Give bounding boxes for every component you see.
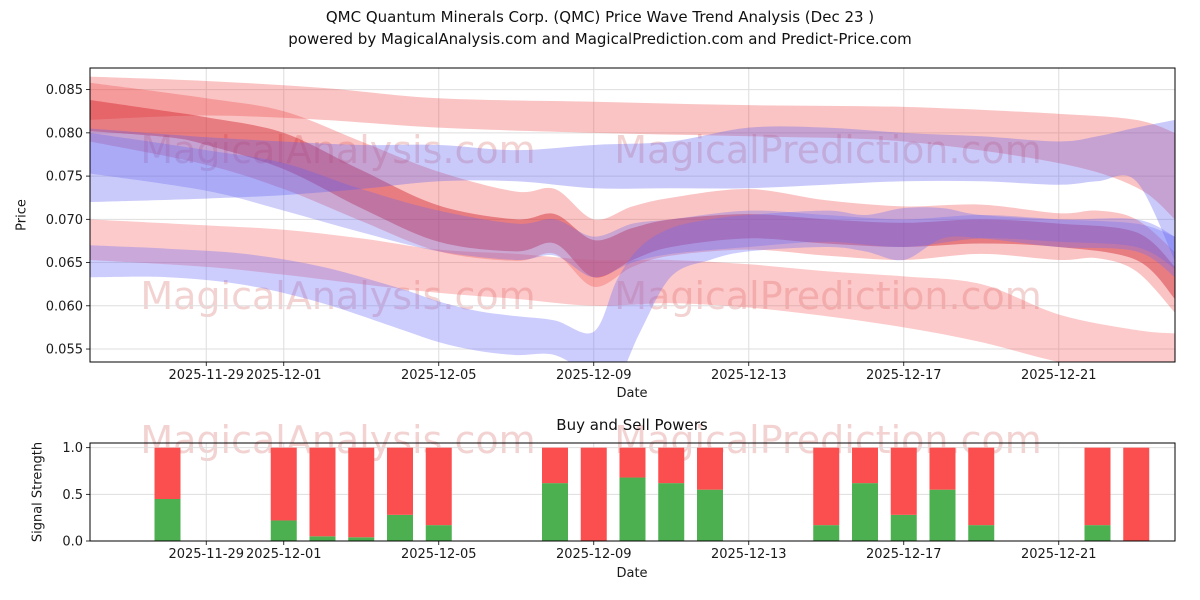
sell-power-bar: [1123, 447, 1150, 541]
y-tick-label: 0.060: [46, 299, 83, 314]
sell-power-bar: [658, 447, 685, 484]
buy-power-bar: [852, 483, 878, 541]
buy-power-bar: [658, 483, 685, 541]
buy-power-bar: [813, 525, 840, 541]
red-trend-band-core: [90, 99, 1175, 299]
red-trend-band-main: [90, 82, 1175, 313]
signal-plot-frame: [89, 442, 1176, 542]
x-tick-label: 2025-12-09: [556, 368, 632, 383]
y-tick-label: 0.070: [46, 213, 83, 228]
sell-power-bar: [968, 447, 995, 526]
chart-subtitle: powered by MagicalAnalysis.com and Magic…: [288, 30, 912, 48]
x-tick-label: 2025-12-21: [1021, 547, 1097, 562]
red-trend-band-lower: [90, 219, 1175, 362]
y-tick-label: 0.080: [46, 126, 83, 141]
y-tick-label: 0.075: [46, 170, 83, 185]
x-tick-label: 2025-12-17: [866, 368, 942, 383]
sell-power-bar: [697, 447, 723, 490]
blue-trend-band-upper: [90, 119, 1175, 261]
buy-power-bar: [619, 477, 646, 541]
buy-power-bar: [697, 489, 723, 541]
price-plot-frame: [89, 67, 1176, 363]
sell-power-bar: [890, 447, 917, 515]
y-tick-label: 0.085: [46, 83, 83, 98]
y-tick-label: 0.065: [46, 256, 83, 271]
sell-power-bar: [425, 447, 452, 526]
sell-power-bar: [348, 447, 375, 538]
x-tick-label: 2025-12-09: [556, 547, 632, 562]
sell-power-bar: [580, 447, 607, 541]
date-axis-label-top: Date: [616, 386, 648, 401]
buy-power-bar: [968, 525, 995, 541]
buy-power-bar: [425, 525, 452, 541]
watermark-text: MagicalAnalysis.com: [140, 418, 535, 462]
sell-power-bar: [270, 447, 297, 521]
x-tick-label: 2025-12-21: [1021, 368, 1097, 383]
sell-power-bar: [852, 447, 878, 484]
x-tick-label: 2025-12-05: [401, 547, 477, 562]
sell-power-bar: [813, 447, 840, 526]
x-tick-label: 2025-12-05: [401, 368, 477, 383]
sell-power-bar: [1084, 447, 1111, 526]
x-tick-label: 2025-12-13: [711, 368, 787, 383]
buy-power-bar: [1084, 525, 1111, 541]
watermark-text: MagicalPrediction.com: [614, 128, 1042, 172]
date-axis-label-bottom: Date: [616, 566, 648, 581]
y-tick-label: 1.0: [62, 441, 83, 456]
chart-title: QMC Quantum Minerals Corp. (QMC) Price W…: [325, 8, 875, 26]
sell-power-bar: [387, 447, 413, 515]
sell-power-bar: [929, 447, 956, 490]
blue-trend-band-mid: [90, 132, 1175, 278]
x-tick-label: 2025-11-29: [168, 368, 244, 383]
x-tick-label: 2025-12-17: [866, 547, 942, 562]
sell-power-bar: [542, 447, 568, 484]
buy-power-bar: [309, 536, 336, 541]
buy-power-bar: [929, 489, 956, 541]
signal-strength-axis-label: Signal Strength: [30, 441, 46, 543]
sell-power-bar: [309, 447, 336, 537]
blue-trend-band-lower: [90, 207, 1175, 362]
red-trend-band-upper: [90, 76, 1175, 220]
y-tick-label: 0.055: [46, 343, 83, 358]
watermark-text: MagicalPrediction.com: [614, 274, 1042, 318]
sell-power-bar: [154, 447, 181, 499]
y-tick-label: 0.0: [62, 535, 83, 550]
buy-power-bar: [270, 520, 297, 541]
buy-sell-powers-title: Buy and Sell Powers: [556, 416, 708, 434]
x-tick-label: 2025-11-29: [168, 547, 244, 562]
buy-power-bar: [387, 514, 413, 541]
y-tick-label: 0.5: [62, 488, 83, 503]
x-tick-label: 2025-12-13: [711, 547, 787, 562]
price-axis-label: Price: [14, 199, 30, 231]
buy-power-bar: [154, 499, 181, 541]
x-tick-label: 2025-12-01: [246, 547, 322, 562]
wave-bands-group: [90, 76, 1175, 362]
x-tick-label: 2025-12-01: [246, 368, 322, 383]
buy-power-bar: [890, 514, 917, 541]
buy-power-bar: [542, 483, 568, 541]
buy-power-bar: [348, 537, 375, 541]
chart-title-block: QMC Quantum Minerals Corp. (QMC) Price W…: [0, 6, 1200, 50]
sell-power-bar: [619, 447, 646, 478]
